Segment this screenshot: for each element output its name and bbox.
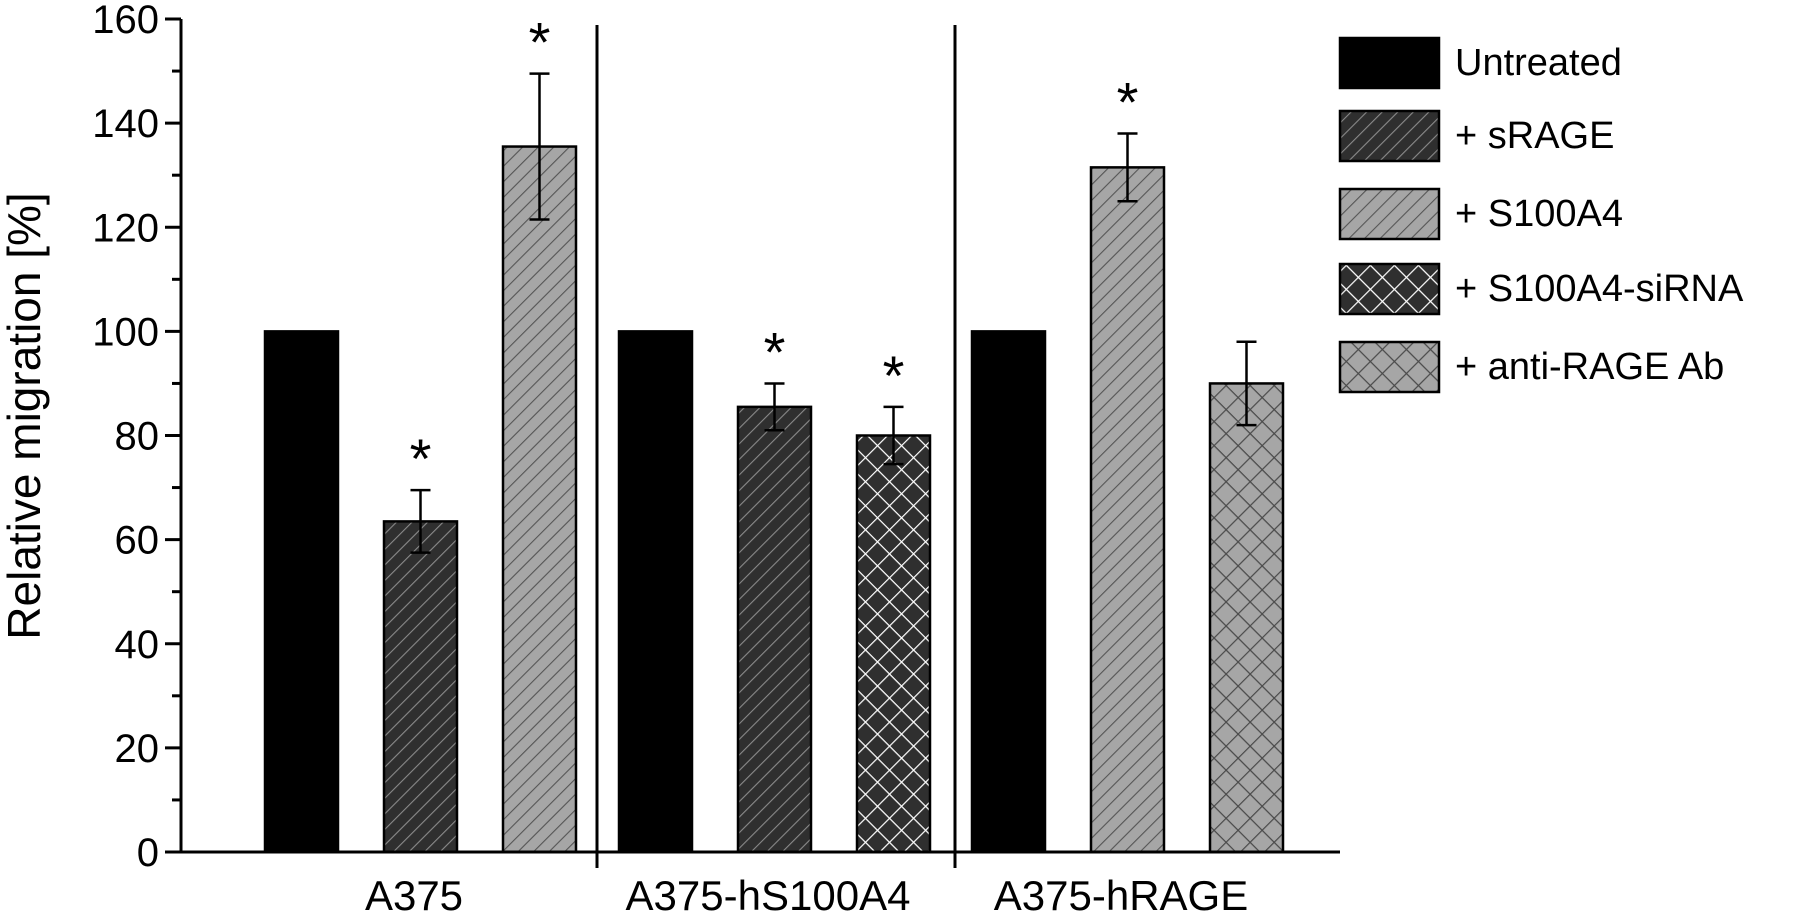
bar: [1208, 382, 1285, 854]
y-tick-label: 140: [92, 102, 159, 146]
legend-swatch: [1338, 340, 1441, 394]
group-dividers: [595, 25, 957, 868]
group-label: A375-hRAGE: [994, 872, 1248, 919]
bar: [736, 405, 813, 854]
significance-star: *: [764, 320, 786, 383]
significance-star: *: [529, 11, 551, 74]
legend-label: + S100A4: [1455, 193, 1623, 235]
error-bars-layer: [410, 72, 1257, 554]
y-tick-label: 20: [115, 727, 160, 771]
y-tick-label: 120: [92, 206, 159, 250]
bar: [501, 145, 578, 854]
bar: [1089, 166, 1166, 854]
bar: [617, 330, 694, 854]
y-tick-label: 80: [115, 415, 160, 459]
bar: [263, 330, 340, 854]
x-axis-group-labels: A375 A375-hS100A4 A375-hRAGE: [365, 872, 1248, 919]
y-axis-title: Relative migration [%]: [0, 192, 50, 639]
y-tick-label: 160: [92, 0, 159, 42]
legend-label: + anti-RAGE Ab: [1455, 346, 1724, 388]
legend-swatch: [1338, 36, 1441, 90]
legend-label: + sRAGE: [1455, 115, 1614, 157]
significance-star: *: [410, 427, 432, 490]
y-tick-label: 0: [137, 831, 159, 875]
bar: [855, 434, 932, 854]
group-label: A375-hS100A4: [626, 872, 911, 919]
bar: [970, 330, 1047, 854]
legend-swatch: [1338, 187, 1441, 241]
y-tick-label: 40: [115, 623, 160, 667]
legend: Untreated + sRAGE + S100A4 + S100A4-siRNA + …: [1338, 36, 1744, 394]
legend-swatch: [1338, 262, 1441, 316]
bars-layer: [263, 145, 1285, 854]
legend-swatch: [1338, 109, 1441, 163]
legend-label: Untreated: [1455, 42, 1622, 84]
y-tick-label: 100: [92, 310, 159, 354]
significance-star: *: [883, 344, 905, 407]
y-axis: 0 20 40 60 80 100 120 140 160: [92, 0, 181, 875]
y-tick-label: 60: [115, 519, 160, 563]
significance-star: *: [1117, 71, 1139, 134]
legend-label: + S100A4-siRNA: [1455, 268, 1744, 310]
significance-markers: * * * * *: [410, 11, 1139, 490]
group-label: A375: [365, 872, 463, 919]
bar: [382, 520, 459, 854]
